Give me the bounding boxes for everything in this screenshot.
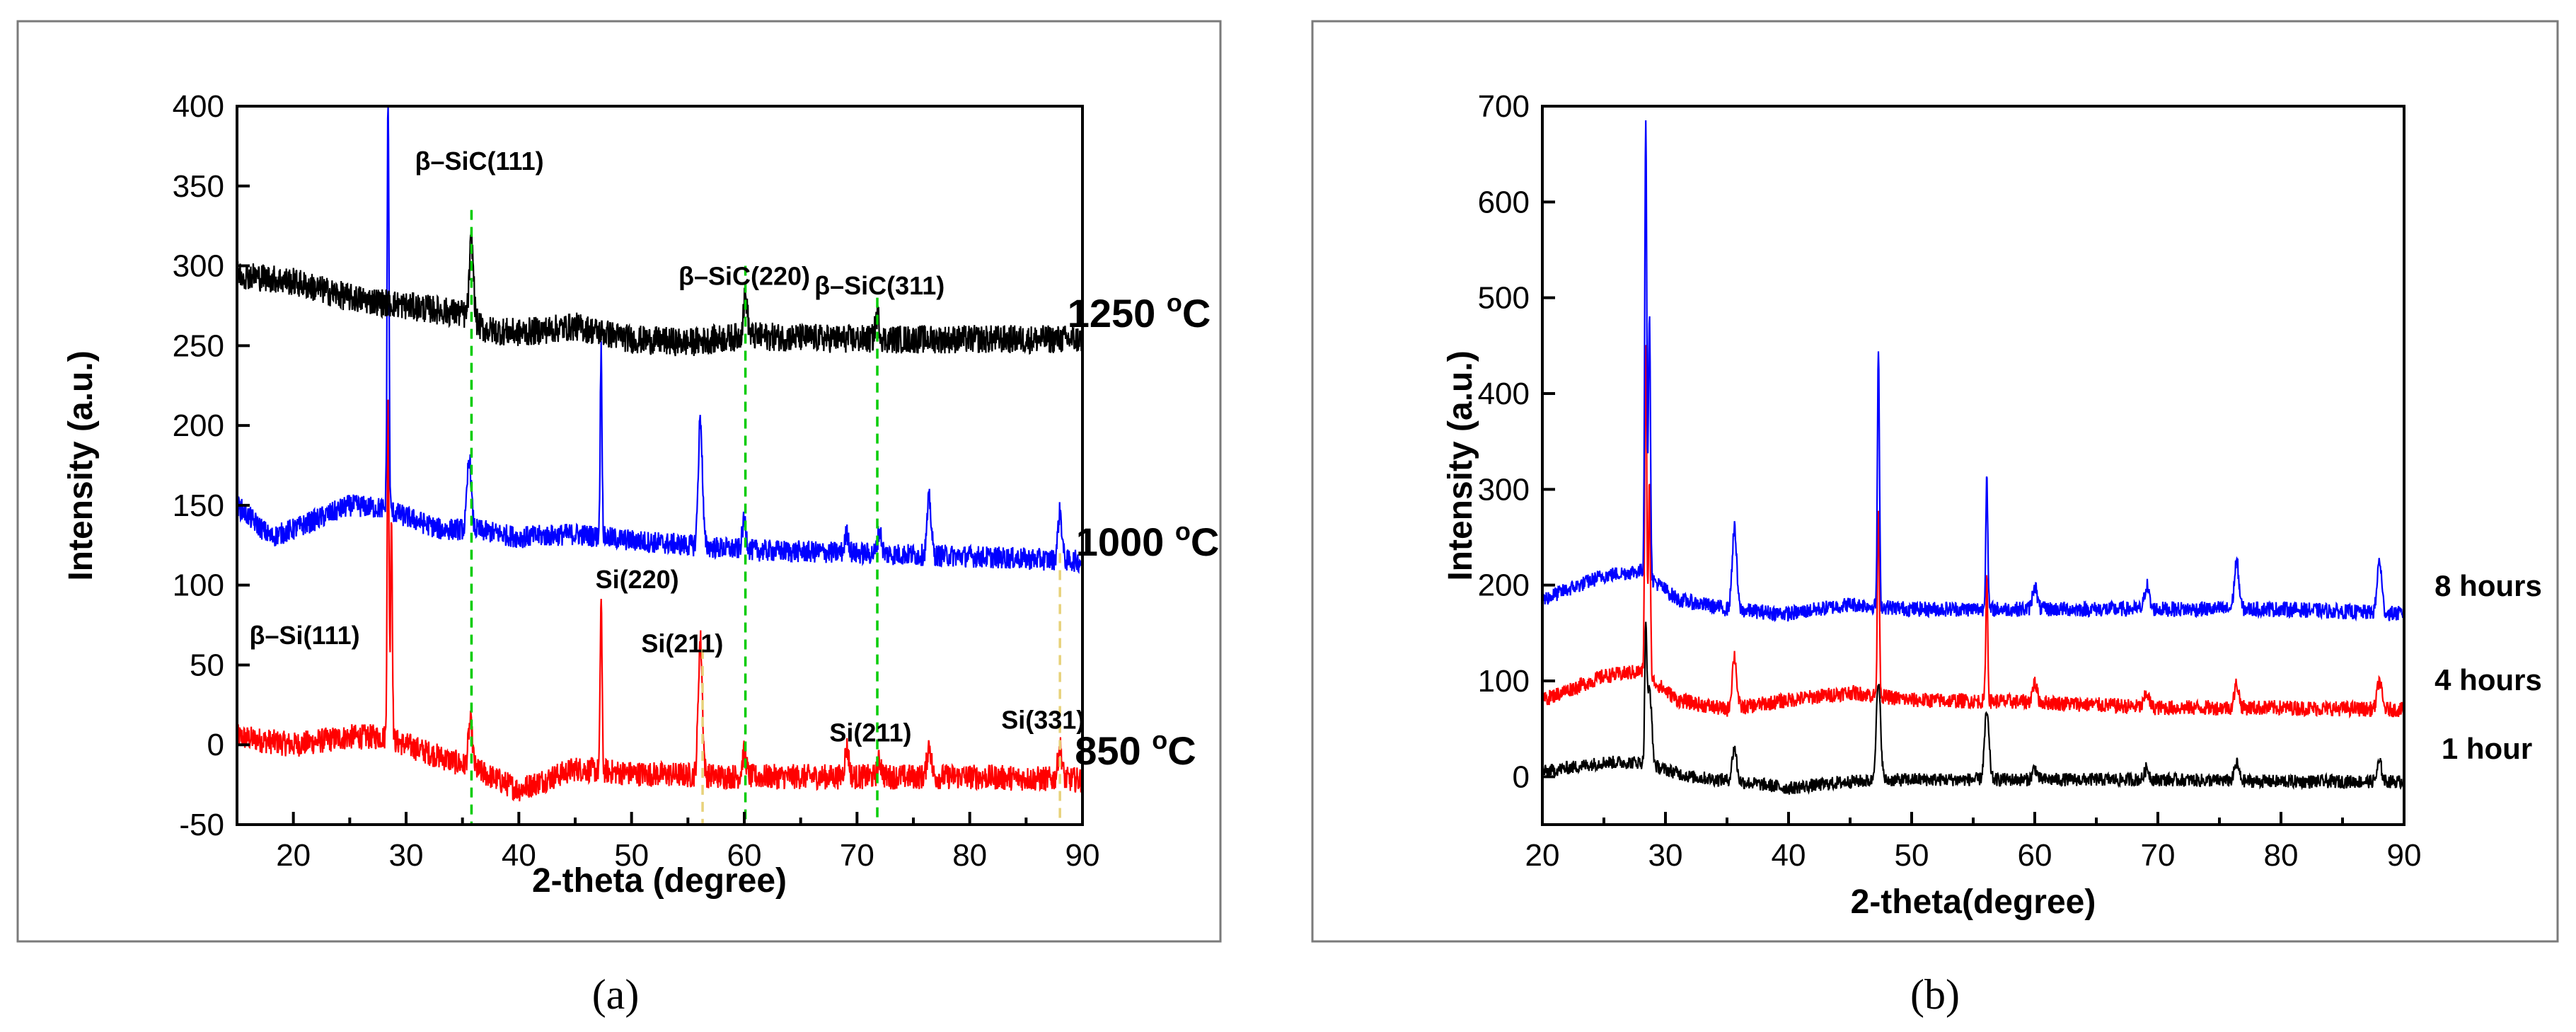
panel-b-xlabel: 2-theta(degree) — [1851, 883, 2096, 921]
peak-annotation: Si(211) — [641, 629, 723, 658]
series-line-2 — [236, 229, 1083, 357]
panel-b-frame — [1311, 20, 2559, 943]
series-label: 4 hours — [2435, 663, 2542, 696]
x-tick-label: 60 — [2018, 838, 2052, 873]
panel-a-xlabel: 2-theta (degree) — [532, 862, 787, 900]
y-tick-label: 100 — [1478, 664, 1530, 699]
x-tick-label: 20 — [276, 838, 311, 873]
panel-a-ticks: 20 30 40 50 60 70 80 90 -50 0 50 100 150 200 250 300 350… — [173, 89, 1100, 873]
x-tick-label: 30 — [1648, 838, 1683, 873]
x-tick-label: 20 — [1525, 838, 1560, 873]
panel-a-series-labels: 850 oC 1000 oC 1250 oC — [1068, 288, 1220, 773]
caption-a: (a) — [592, 971, 640, 1018]
peak-annotation: β–Si(111) — [250, 621, 360, 650]
panel-a-frame — [16, 20, 1222, 943]
y-tick-label: 200 — [1478, 568, 1530, 603]
y-tick-label: 100 — [173, 568, 224, 603]
y-tick-label: 400 — [173, 89, 224, 124]
panel-b-series-labels: 1 hour 4 hours 8 hours — [2435, 569, 2542, 765]
x-tick-label: 50 — [1895, 838, 1929, 873]
series-label: 850 oC — [1075, 726, 1196, 773]
series-label: 1250 oC — [1068, 288, 1211, 336]
y-tick-label: 300 — [1478, 472, 1530, 507]
panel-b-ticks: 20 30 40 50 60 70 80 90 0 100 200 300 400 500 600 700 — [1478, 89, 2422, 873]
series-line-0 — [1541, 621, 2405, 795]
panel-a-reference-lines — [470, 210, 1061, 825]
y-tick-label: 150 — [173, 488, 224, 523]
x-tick-label: 70 — [840, 838, 874, 873]
y-tick-label: 200 — [173, 408, 224, 443]
x-tick-label: 90 — [2387, 838, 2422, 873]
series-label: 1000 oC — [1076, 517, 1220, 564]
x-tick-label: 90 — [1065, 838, 1100, 873]
x-tick-label: 70 — [2141, 838, 2176, 873]
x-tick-label: 80 — [952, 838, 987, 873]
series-label: 8 hours — [2435, 569, 2542, 602]
y-tick-label: 0 — [207, 728, 224, 762]
panel-a-chart: 20 30 40 50 60 70 80 90 -50 0 50 100 150 200 250 300 350… — [62, 89, 1219, 900]
y-tick-label: 250 — [173, 328, 224, 363]
y-tick-label: 350 — [173, 169, 224, 204]
peak-annotation: β–SiC(220) — [678, 262, 810, 291]
series-label: 1 hour — [2442, 732, 2532, 765]
series-line-1 — [1541, 345, 2405, 719]
x-tick-label: 40 — [502, 838, 536, 873]
series-line-1 — [236, 105, 1083, 574]
panel-a-series — [236, 105, 1083, 802]
peak-annotation: Si(331) — [1001, 706, 1085, 735]
y-tick-label: 300 — [173, 249, 224, 284]
panel-b-series — [1541, 120, 2405, 795]
x-tick-label: 80 — [2264, 838, 2299, 873]
panel-b-axes — [1541, 105, 2405, 826]
series-line-2 — [1542, 120, 2405, 623]
x-tick-label: 60 — [727, 838, 762, 873]
x-tick-label: 50 — [614, 838, 649, 873]
panel-b-ylabel: Intensity (a.u.) — [1442, 350, 1479, 580]
panel-a-ylabel: Intensity (a.u.) — [62, 350, 100, 580]
panel-a-annotations: β–SiC(111) β–SiC(220) β–SiC(311) Si(220) β–S… — [250, 147, 1085, 747]
y-tick-label: -50 — [179, 808, 224, 842]
y-tick-label: 400 — [1478, 377, 1530, 411]
series-line-0 — [236, 399, 1083, 802]
peak-annotation: Si(220) — [596, 565, 679, 594]
peak-annotation: β–SiC(111) — [415, 147, 544, 176]
panel-a-axes — [236, 105, 1084, 826]
y-tick-label: 500 — [1478, 281, 1530, 316]
y-tick-label: 50 — [190, 648, 224, 682]
caption-b: (b) — [1910, 971, 1960, 1018]
x-tick-label: 30 — [389, 838, 424, 873]
y-tick-label: 600 — [1478, 185, 1530, 219]
y-tick-label: 700 — [1478, 89, 1530, 124]
x-tick-label: 40 — [1772, 838, 1806, 873]
panel-b-chart: 20 30 40 50 60 70 80 90 0 100 200 300 400 500 600 700 1… — [1442, 89, 2542, 921]
y-tick-label: 0 — [1513, 759, 1530, 794]
peak-annotation: Si(211) — [829, 718, 911, 747]
peak-annotation: β–SiC(311) — [814, 271, 945, 300]
